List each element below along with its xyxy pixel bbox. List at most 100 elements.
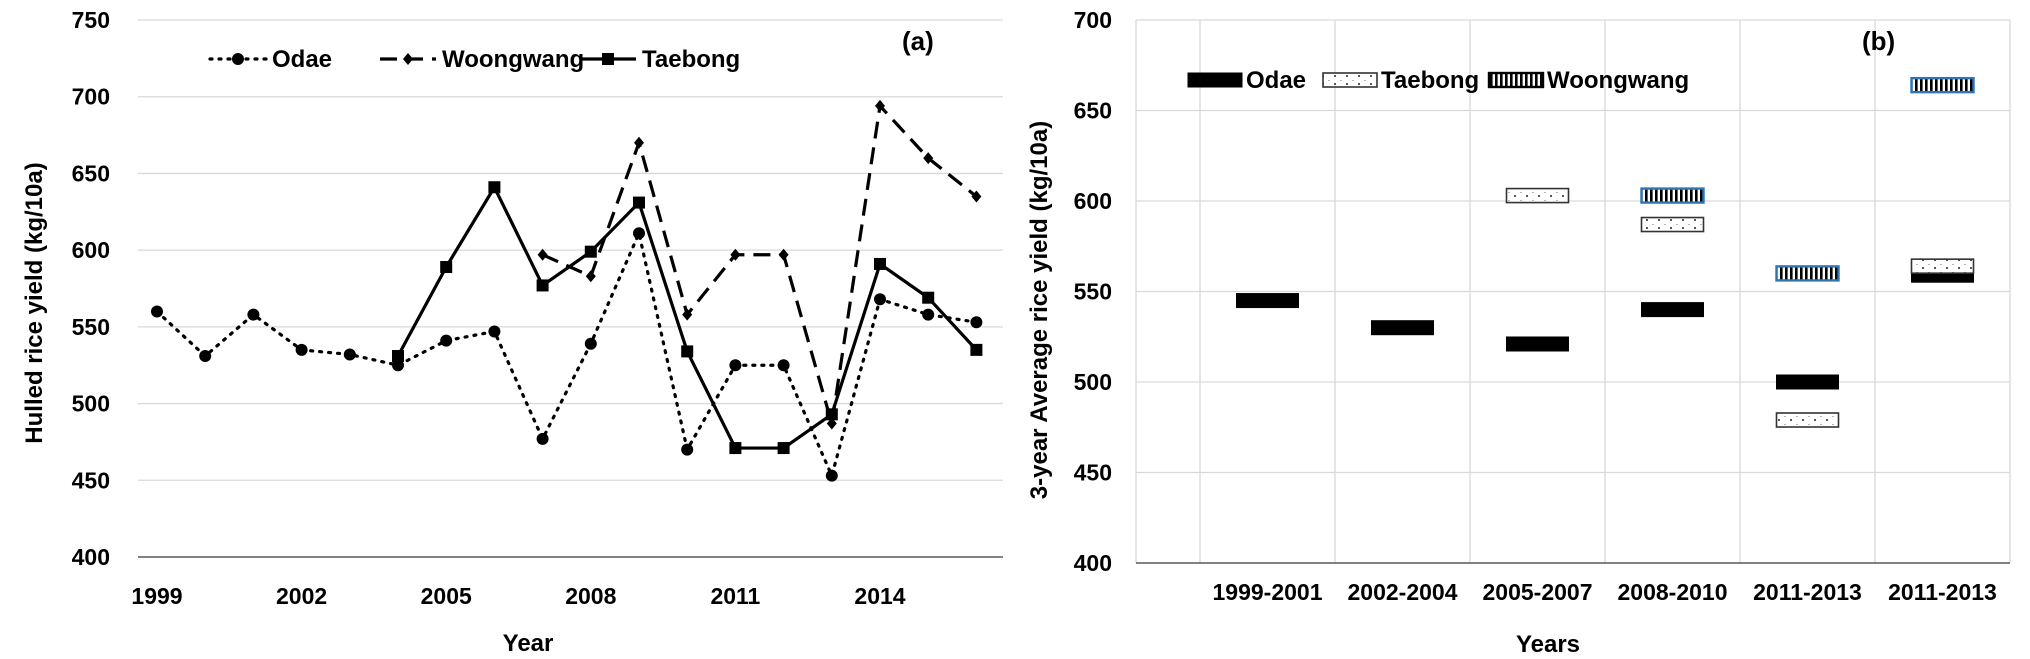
point-taebong — [729, 442, 742, 455]
legend-item-woongwang: Woongwang — [1487, 67, 1689, 94]
point-odae — [729, 359, 742, 372]
point-odae — [970, 316, 983, 329]
panel-a-x-axis-label: Year — [503, 630, 554, 657]
panel-a-y-tick: 600 — [72, 237, 110, 263]
legend-label: Odae — [272, 46, 332, 73]
panel-a-x-tick: 2011 — [710, 583, 760, 609]
marker-taebong — [1775, 412, 1840, 428]
panel-a-y-tick: 650 — [72, 160, 110, 186]
legend-marker — [403, 53, 413, 65]
point-taebong — [681, 345, 694, 358]
point-taebong — [633, 196, 645, 209]
point-woongwang — [778, 248, 789, 261]
panel-b-x-tick: 2008-2010 — [1618, 579, 1728, 605]
series-woongwang — [537, 99, 982, 430]
panel-b-x-tick: 1999-2001 — [1213, 579, 1323, 605]
panel-a-label: (a) — [902, 26, 934, 56]
panel-a-x-tick: 2014 — [854, 583, 905, 609]
point-woongwang — [730, 248, 741, 261]
point-odae — [247, 308, 260, 321]
point-odae — [633, 227, 645, 240]
panel-a-line-chart: 400 450 500 550 600 650 700 750 1999 2002 2005 200… — [21, 7, 1003, 657]
panel-b-y-tick: 450 — [1074, 460, 1112, 486]
panel-b-y-tick: 700 — [1074, 7, 1112, 33]
point-odae — [199, 350, 212, 363]
point-taebong — [536, 279, 549, 292]
panel-b-average-yield-chart: 400 450 500 550 600 650 700 1999-2001 2002-2004… — [1026, 7, 2011, 658]
panel-b-gridlines — [1135, 19, 2011, 563]
panel-b-x-tick: 2011-2013 — [1753, 579, 1862, 605]
point-odae — [825, 469, 838, 482]
legend-swatch — [1487, 71, 1545, 89]
panel-a-y-axis-label: Hulled rice yield (kg/10a) — [21, 162, 48, 443]
point-taebong — [488, 181, 501, 194]
legend-label: Woongwang — [1547, 67, 1689, 94]
panel-b-y-tick: 650 — [1074, 98, 1112, 124]
panel-b-y-tick-labels: 400 450 500 550 600 650 700 — [1074, 7, 1112, 576]
markers-taebong — [1505, 187, 1975, 428]
point-woongwang — [971, 190, 982, 203]
point-taebong — [970, 343, 983, 356]
panel-b-y-tick: 600 — [1074, 188, 1112, 214]
panel-a-legend: Odae Woongwang Taebong — [208, 46, 740, 73]
marker-taebong — [1505, 187, 1570, 204]
point-taebong — [922, 291, 935, 304]
point-taebong — [777, 442, 790, 455]
marker-taebong — [1640, 216, 1705, 233]
panel-a-y-tick: 750 — [72, 7, 110, 33]
panel-a-y-tick: 450 — [72, 467, 110, 493]
point-odae — [343, 348, 356, 361]
legend-label: Odae — [1246, 67, 1306, 94]
panel-a-x-tick-labels: 1999 2002 2005 2008 2011 2014 — [131, 583, 905, 609]
panel-a-x-tick: 2008 — [565, 583, 616, 609]
markers-odae — [1236, 267, 1974, 390]
legend-label: Taebong — [642, 46, 740, 73]
marker-odae — [1641, 302, 1704, 318]
marker-taebong — [1910, 258, 1975, 274]
legend-label: Taebong — [1381, 67, 1479, 94]
panel-a-y-tick: 700 — [72, 84, 110, 110]
legend-item-odae: Odae — [1187, 67, 1306, 94]
panel-b-y-tick: 550 — [1074, 279, 1112, 305]
panel-a-x-tick: 1999 — [131, 583, 182, 609]
legend-swatch — [1187, 72, 1243, 88]
point-woongwang — [682, 308, 693, 321]
panel-b-label: (b) — [1862, 26, 1895, 56]
panel-b-x-tick-labels: 1999-2001 2002-2004 2005-2007 2008-2010 2011… — [1213, 579, 1997, 605]
marker-odae — [1236, 293, 1299, 309]
panel-b-x-tick: 2002-2004 — [1348, 579, 1458, 605]
point-taebong — [584, 245, 597, 258]
panel-b-y-axis-label: 3-year Average rice yield (kg/10a) — [1026, 121, 1053, 499]
panel-a-y-tick: 550 — [72, 314, 110, 340]
series-taebong — [392, 181, 983, 455]
panel-a-y-tick: 400 — [72, 544, 110, 570]
point-odae — [440, 334, 453, 347]
point-odae — [151, 305, 163, 318]
legend-item-woongwang: Woongwang — [380, 46, 584, 73]
point-taebong — [392, 350, 404, 363]
panel-b-x-tick: 2005-2007 — [1483, 579, 1593, 605]
point-odae — [295, 343, 308, 356]
panel-b-y-tick: 400 — [1074, 550, 1112, 576]
marker-woongwang — [1640, 187, 1705, 204]
panel-a-y-tick: 500 — [72, 391, 110, 417]
point-odae — [874, 293, 886, 306]
panel-b-markers — [1236, 76, 1975, 428]
panel-a-x-tick: 2005 — [421, 583, 472, 609]
panel-b-y-tick: 500 — [1074, 369, 1112, 395]
point-woongwang — [537, 248, 548, 261]
point-odae — [681, 443, 694, 456]
legend-label: Woongwang — [442, 46, 584, 73]
point-woongwang — [923, 152, 934, 165]
panel-a-series — [151, 99, 983, 482]
marker-odae — [1371, 320, 1434, 336]
legend-marker — [602, 53, 614, 65]
series-line-woongwang — [541, 104, 978, 426]
point-odae — [922, 308, 935, 321]
panel-b-x-axis-label: Years — [1516, 631, 1580, 658]
legend-swatch — [1322, 72, 1378, 88]
point-odae — [536, 432, 549, 445]
panel-b-legend: Odae Taebong Woongwang — [1187, 67, 1689, 94]
panel-b-x-tick: 2011-2013 — [1888, 579, 1997, 605]
